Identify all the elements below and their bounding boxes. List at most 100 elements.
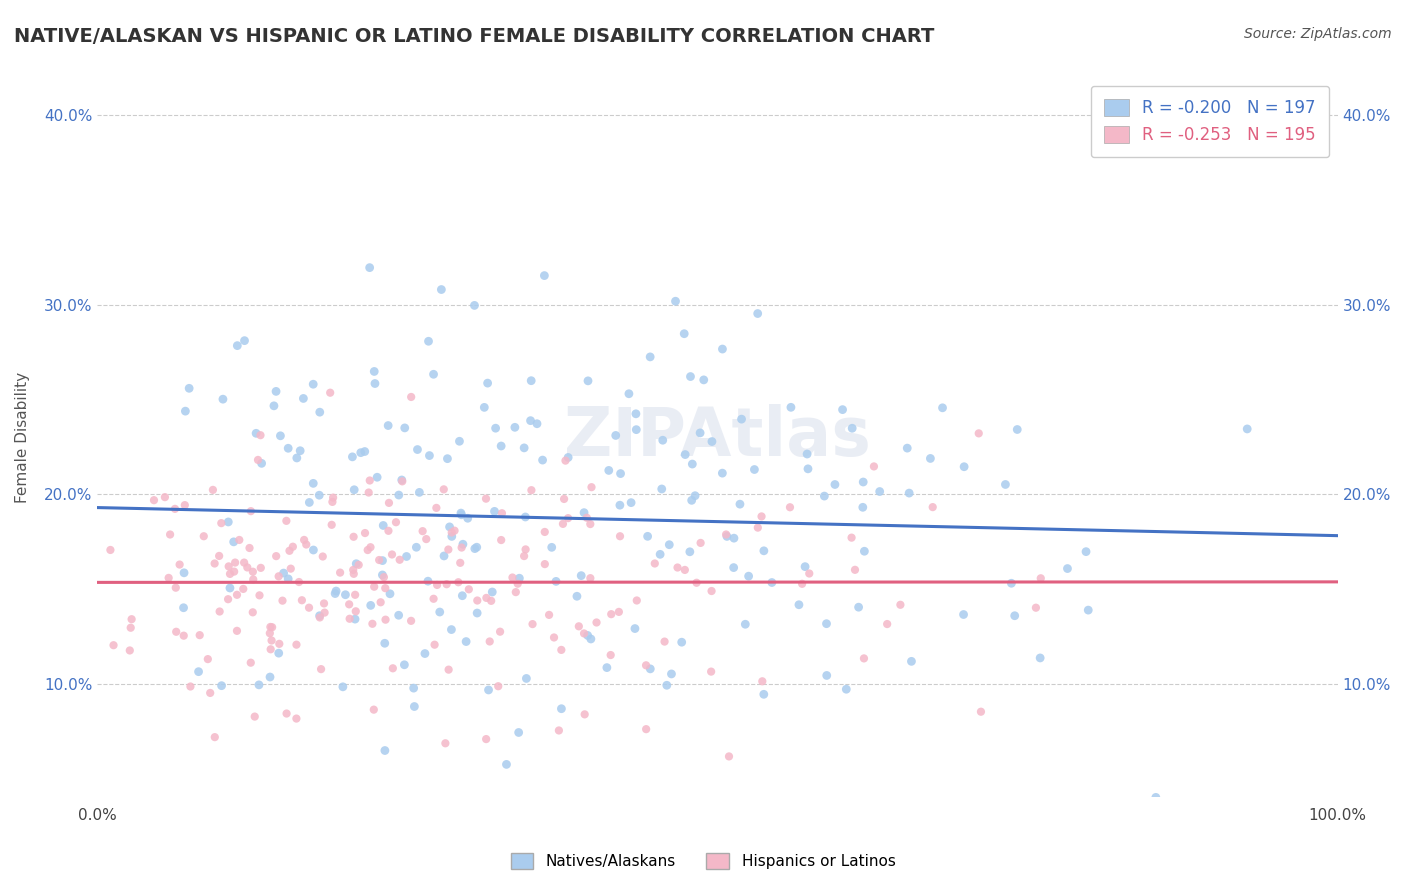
Point [457, 511, 479, 525]
Point [249, 428, 271, 442]
Point [921, 500, 943, 515]
Point [569, 568, 592, 582]
Point [250, 456, 273, 470]
Point [247, 453, 270, 467]
Point [889, 598, 911, 612]
Text: Source: ZipAtlas.com: Source: ZipAtlas.com [1244, 27, 1392, 41]
Point [179, 381, 201, 395]
Y-axis label: Female Disability: Female Disability [15, 372, 30, 503]
Point [264, 549, 287, 563]
Point [366, 470, 388, 484]
Point [173, 566, 195, 580]
Point [700, 434, 723, 449]
Point [747, 521, 769, 535]
Point [599, 648, 621, 662]
Point [208, 549, 231, 563]
Point [585, 615, 607, 630]
Point [359, 260, 381, 275]
Point [344, 588, 367, 602]
Point [247, 678, 270, 692]
Point [440, 623, 463, 637]
Point [508, 571, 530, 585]
Point [394, 421, 416, 435]
Point [271, 593, 294, 607]
Point [399, 614, 422, 628]
Point [425, 500, 447, 515]
Point [683, 489, 706, 503]
Point [350, 445, 373, 459]
Point [388, 553, 411, 567]
Point [852, 651, 875, 665]
Point [852, 475, 875, 489]
Point [233, 334, 256, 348]
Point [212, 392, 235, 407]
Point [931, 401, 953, 415]
Point [1029, 571, 1052, 585]
Point [353, 444, 375, 458]
Point [302, 377, 325, 392]
Point [1025, 600, 1047, 615]
Point [824, 477, 846, 491]
Point [813, 489, 835, 503]
Point [440, 525, 463, 540]
Point [576, 628, 599, 642]
Point [717, 749, 740, 764]
Point [489, 439, 512, 453]
Point [609, 467, 631, 481]
Point [377, 418, 399, 433]
Point [329, 566, 352, 580]
Point [302, 543, 325, 558]
Point [179, 680, 201, 694]
Point [249, 561, 271, 575]
Point [486, 679, 509, 693]
Point [418, 334, 440, 349]
Point [1074, 544, 1097, 558]
Legend: Natives/Alaskans, Hispanics or Latinos: Natives/Alaskans, Hispanics or Latinos [505, 847, 901, 875]
Point [337, 598, 360, 612]
Point [655, 678, 678, 692]
Point [434, 736, 457, 750]
Point [374, 636, 396, 650]
Point [118, 643, 141, 657]
Point [1056, 561, 1078, 575]
Point [422, 368, 444, 382]
Point [242, 565, 264, 579]
Point [681, 493, 703, 508]
Point [689, 425, 711, 440]
Point [226, 338, 249, 352]
Point [363, 703, 385, 717]
Point [572, 626, 595, 640]
Point [159, 527, 181, 541]
Point [363, 364, 385, 378]
Point [378, 496, 401, 510]
Point [700, 584, 723, 599]
Point [422, 591, 444, 606]
Point [173, 629, 195, 643]
Point [465, 606, 488, 620]
Point [308, 488, 330, 502]
Point [321, 517, 343, 532]
Point [876, 617, 898, 632]
Point [489, 624, 512, 639]
Point [277, 442, 299, 456]
Point [173, 498, 195, 512]
Point [174, 404, 197, 418]
Point [285, 450, 308, 465]
Point [103, 638, 125, 652]
Point [416, 574, 439, 589]
Point [308, 405, 330, 419]
Point [451, 537, 474, 551]
Point [650, 547, 672, 561]
Point [465, 540, 488, 554]
Point [378, 587, 401, 601]
Point [288, 574, 311, 589]
Point [538, 607, 561, 622]
Point [343, 483, 366, 497]
Point [260, 633, 283, 648]
Point [309, 662, 332, 676]
Point [734, 617, 756, 632]
Point [841, 421, 863, 435]
Point [238, 541, 260, 555]
Point [747, 306, 769, 320]
Point [551, 516, 574, 531]
